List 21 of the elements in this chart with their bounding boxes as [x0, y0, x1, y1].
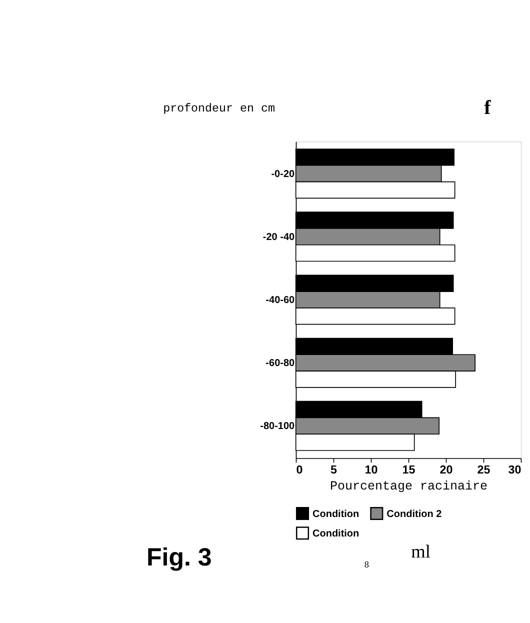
y-tick-label: -20 -40 [262, 232, 296, 243]
text: ml [411, 541, 431, 562]
x-tick-label: 0 [296, 464, 303, 476]
legend-label: Condition [312, 528, 360, 540]
y-tick-label: -80-100 [260, 421, 296, 432]
legend-label: Condition [312, 508, 360, 520]
x-tick-label: 15 [402, 464, 416, 476]
y-tick-label: -60-80 [266, 358, 296, 370]
caption: Fig. 3 [146, 544, 212, 572]
text: 8 [364, 559, 370, 570]
x-tick-label: 5 [330, 464, 338, 476]
chart-title: f [484, 96, 492, 119]
x-tick-label: 25 [477, 464, 491, 476]
x-tick-label: 10 [364, 464, 378, 476]
y-axis-title: profondeur en cm [163, 101, 275, 116]
x-tick-label: 30 [508, 464, 522, 476]
x-axis-title: Pourcentage racinaire [330, 479, 488, 494]
y-tick-label: -40-60 [266, 295, 296, 306]
y-tick-label: -0-20 [271, 168, 296, 180]
legend-label: Condition 2 [386, 508, 442, 520]
x-tick-label: 20 [440, 464, 453, 476]
